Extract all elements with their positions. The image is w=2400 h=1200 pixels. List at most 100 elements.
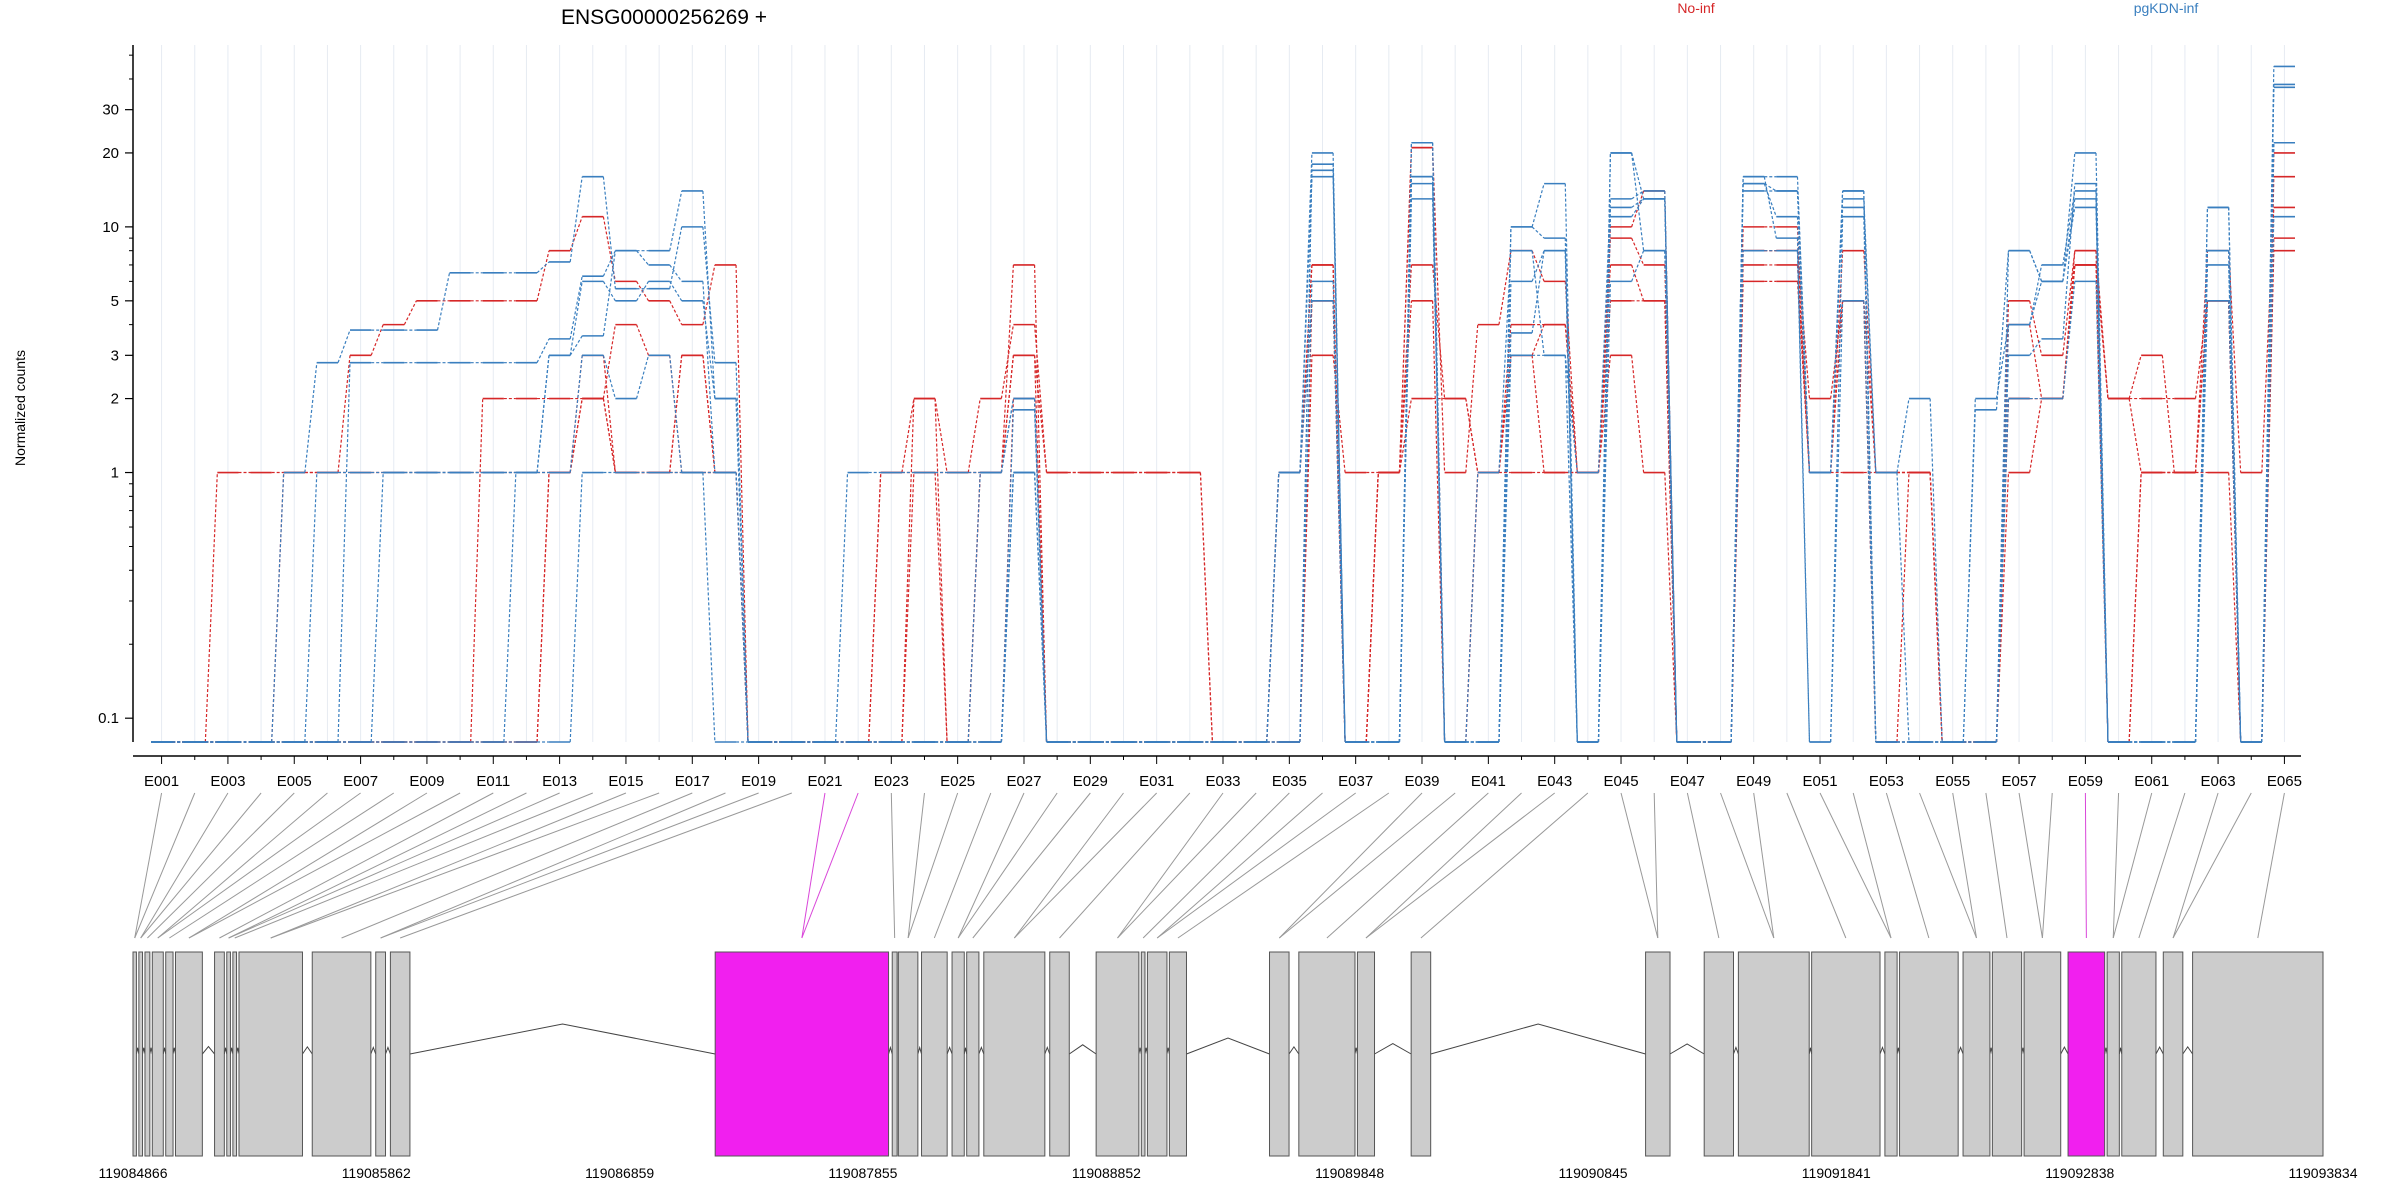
exon-connector [270, 792, 660, 939]
exon-block [891, 951, 898, 1157]
exon-connector [1720, 792, 1775, 939]
exon-connector [1819, 792, 1892, 939]
exon-connector [1059, 792, 1191, 939]
intron-line [1068, 1044, 1097, 1055]
series-segment [1531, 324, 1545, 356]
series-segment [1332, 281, 1346, 743]
x-tick-label: E011 [476, 773, 510, 790]
series-segment [934, 398, 948, 743]
series-segment [304, 362, 318, 473]
intron-line [385, 1045, 391, 1055]
intron-line [2182, 1045, 2194, 1055]
series-segment [1830, 190, 1844, 473]
series-segment [635, 355, 650, 399]
x-tick-label: E007 [343, 773, 378, 790]
exon-connector [380, 792, 759, 939]
series-segment [1033, 409, 1048, 743]
series-segment [967, 472, 981, 743]
series-segment [901, 472, 915, 743]
exon-connector [1420, 792, 1589, 939]
exon-connector [2112, 792, 2120, 939]
series-segment [1796, 190, 1811, 473]
series-segment [2194, 300, 2209, 399]
vertical-gridlines [161, 45, 2285, 742]
exon-block [1962, 951, 1991, 1157]
x-tick-label: E057 [2002, 773, 2037, 790]
series-segment [2161, 355, 2175, 473]
series-segment [536, 338, 550, 363]
series-segment [1796, 238, 1811, 743]
exon-connector [134, 792, 196, 939]
series-segment [1299, 152, 1313, 473]
series-segment [2095, 198, 2109, 743]
exon-connectors [134, 792, 2285, 939]
exon-connector [1278, 792, 1456, 939]
series-segment [602, 176, 616, 289]
intron-line [1374, 1043, 1412, 1055]
series-segment [536, 250, 550, 301]
series-segment [2228, 250, 2242, 743]
exon-block [1049, 951, 1070, 1157]
exon-connector [1142, 792, 1290, 939]
exon-connector [399, 792, 792, 939]
series-segment [204, 472, 218, 743]
x-tick-label: E039 [1404, 773, 1439, 790]
series-segment [1432, 147, 1446, 473]
exon-connector [169, 792, 395, 939]
exon-block [1991, 951, 2023, 1157]
series-segment [1631, 152, 1645, 251]
series-segment [2128, 355, 2142, 399]
intron-line [978, 1045, 985, 1055]
exon-connector [1952, 792, 1977, 939]
series-segment [569, 335, 583, 356]
series-segment [2128, 398, 2142, 473]
x-axis: E001 E003 E005 E007 E009 E011 E013 E015 E017 E019… [133, 755, 2302, 790]
exon-block [2192, 951, 2324, 1157]
exon-block [375, 951, 387, 1157]
exon-connector [2138, 792, 2186, 939]
exon-block [2162, 951, 2184, 1157]
series-segment [2062, 198, 2076, 282]
series-segment [2095, 281, 2109, 743]
series-segment [1365, 472, 1379, 743]
series-segment [669, 300, 683, 325]
series-segment [569, 355, 583, 473]
exon-connector [140, 792, 262, 939]
series-segment [1498, 250, 1512, 325]
series-segment [2029, 338, 2043, 356]
series-segment [337, 355, 351, 473]
highlighted-exon [714, 951, 890, 1157]
series-segment [2261, 84, 2275, 743]
exon-block [144, 951, 151, 1157]
series-segment [934, 398, 948, 473]
exon-connector [134, 792, 163, 939]
exon-connector [2084, 792, 2087, 939]
exon-connector [1278, 792, 1423, 939]
y-tick-label: 20 [102, 145, 119, 162]
series-segment [2029, 300, 2043, 356]
series-segment [1730, 183, 1744, 743]
series-segment [1531, 355, 1545, 473]
series-segment [1863, 198, 1877, 473]
intron-line [370, 1045, 377, 1055]
series-segment [702, 281, 716, 473]
intron-line [1879, 1045, 1886, 1055]
exon-block [1811, 951, 1881, 1157]
series-segment [1929, 398, 1943, 743]
y-tick-label: 5 [111, 293, 119, 310]
series-segment [1830, 216, 1844, 743]
series-segment [1299, 164, 1313, 743]
series-segment [2194, 300, 2209, 473]
exon-block [1095, 951, 1140, 1157]
series-segment [1432, 183, 1446, 743]
x-tick-label: E061 [2134, 773, 2169, 790]
series-segment [1531, 250, 1545, 334]
exon-connector [907, 792, 959, 939]
exon-block [921, 951, 948, 1157]
exon-connector [1365, 792, 1555, 939]
series-segment [569, 176, 583, 263]
exon-connector [341, 792, 693, 939]
series-segment [967, 398, 981, 473]
exon-connector [2041, 792, 2053, 939]
exon-block [1703, 951, 1734, 1157]
